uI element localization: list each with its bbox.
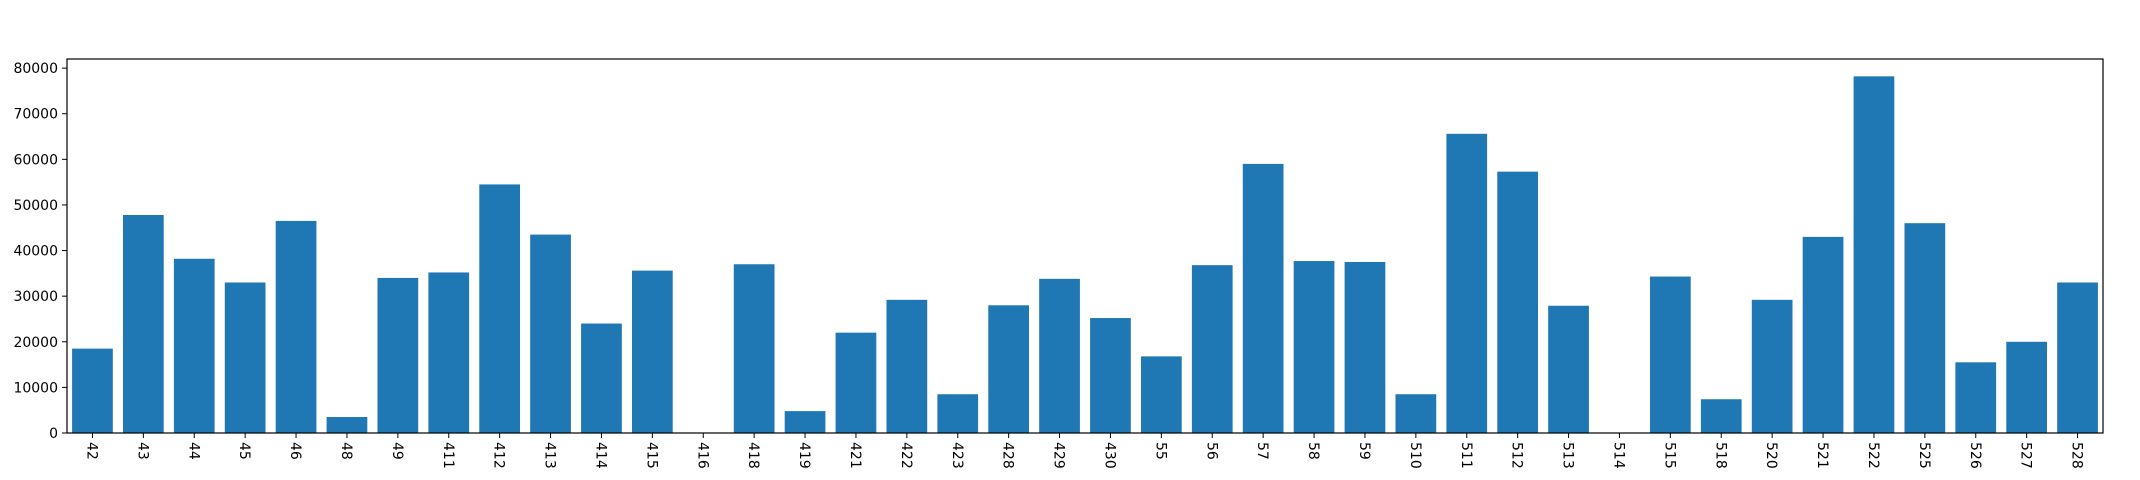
x-tick-label: 49 <box>389 442 405 460</box>
x-tick-label: 421 <box>847 442 863 469</box>
y-axis: 0 10000 20000 30000 40000 50000 60000 70000 8000… <box>13 61 67 442</box>
x-tick-label: 415 <box>643 442 659 469</box>
bar-511 <box>1446 133 1488 434</box>
x-tick-label: 55 <box>1152 442 1168 460</box>
bar-521 <box>1802 236 1844 433</box>
x-tick-label: 414 <box>592 442 608 469</box>
x-tick-label: 518 <box>1712 442 1728 469</box>
x-tick-label: 423 <box>949 442 965 469</box>
bar-423 <box>937 394 979 433</box>
y-tick-label: 0 <box>49 426 58 442</box>
x-tick-label: 429 <box>1051 442 1067 469</box>
x-tick-label: 58 <box>1305 442 1321 460</box>
bar-522 <box>1853 76 1895 433</box>
y-tick-label: 20000 <box>13 335 58 351</box>
y-tick-label: 80000 <box>13 61 58 77</box>
bar-46 <box>275 220 317 433</box>
bar-412 <box>479 184 521 433</box>
x-tick-label: 45 <box>236 442 252 460</box>
bar-520 <box>1751 299 1793 433</box>
x-tick-label: 430 <box>1101 442 1117 469</box>
x-tick-label: 527 <box>2018 442 2034 469</box>
x-tick-label: 526 <box>1967 442 1983 469</box>
x-tick-label: 412 <box>491 442 507 469</box>
bar-527 <box>2006 341 2048 433</box>
bar-518 <box>1700 399 1742 433</box>
bar-414 <box>581 323 622 433</box>
bar-513 <box>1548 305 1589 433</box>
x-tick-label: 428 <box>1000 442 1016 469</box>
x-tick-label: 413 <box>542 442 558 469</box>
bar-512 <box>1497 171 1539 433</box>
x-tick-label: 419 <box>796 442 812 469</box>
x-tick-label: 48 <box>338 442 354 460</box>
x-tick-label: 57 <box>1254 442 1270 460</box>
bar-56 <box>1191 265 1233 433</box>
x-tick-label: 528 <box>2069 442 2085 469</box>
bar-525 <box>1904 223 1946 433</box>
bar-43 <box>122 214 164 433</box>
x-tick-label: 43 <box>134 442 150 460</box>
bar-57 <box>1242 163 1284 433</box>
x-tick-label: 513 <box>1560 442 1576 469</box>
bar-44 <box>173 258 215 433</box>
bar-58 <box>1293 261 1335 433</box>
x-tick-label: 59 <box>1356 442 1372 460</box>
bar-55 <box>1140 356 1182 433</box>
x-tick-label: 416 <box>694 442 710 469</box>
x-tick-label: 56 <box>1203 442 1219 460</box>
bar-422 <box>886 299 928 433</box>
bar-415 <box>631 270 673 433</box>
bar-45 <box>224 282 266 433</box>
x-tick-label: 520 <box>1763 442 1779 469</box>
x-tick-label: 522 <box>1865 442 1881 469</box>
x-tick-label: 422 <box>898 442 914 469</box>
bar-49 <box>377 277 419 433</box>
bar-526 <box>1955 362 1997 433</box>
bar-515 <box>1649 276 1691 433</box>
y-tick-label: 30000 <box>13 289 58 305</box>
bars-group <box>72 76 2098 434</box>
bar-59 <box>1344 261 1386 433</box>
bar-411 <box>428 272 470 433</box>
bar-48 <box>326 417 368 433</box>
bar-413 <box>530 234 571 433</box>
y-tick-label: 60000 <box>13 152 58 168</box>
x-tick-label: 512 <box>1509 442 1525 469</box>
plot-frame <box>66 58 2104 434</box>
x-tick-label: 514 <box>1610 442 1626 469</box>
y-tick-label: 10000 <box>13 380 58 396</box>
x-axis: 42 43 44 45 46 48 49 411 412 413 414 415 416 418 419 42… <box>83 433 2085 469</box>
x-tick-label: 510 <box>1407 442 1423 469</box>
y-tick-label: 40000 <box>13 244 58 260</box>
bar-430 <box>1090 318 1131 433</box>
x-tick-label: 521 <box>1814 442 1830 469</box>
y-tick-label: 50000 <box>13 198 58 214</box>
bar-419 <box>784 411 826 433</box>
bar-528 <box>2057 282 2098 433</box>
x-tick-label: 46 <box>287 442 303 460</box>
bar-429 <box>1039 278 1080 433</box>
bar-421 <box>835 332 877 433</box>
x-tick-label: 418 <box>745 442 761 469</box>
x-tick-label: 44 <box>185 442 201 460</box>
x-tick-label: 411 <box>440 442 456 469</box>
x-tick-label: 525 <box>1916 442 1932 469</box>
bar-428 <box>988 305 1030 433</box>
bar-418 <box>733 264 775 433</box>
bar-42 <box>72 348 113 433</box>
y-tick-label: 70000 <box>13 107 58 123</box>
x-tick-label: 42 <box>83 442 99 460</box>
bar-510 <box>1395 394 1437 433</box>
x-tick-label: 511 <box>1458 442 1474 469</box>
x-tick-label: 515 <box>1661 442 1677 469</box>
